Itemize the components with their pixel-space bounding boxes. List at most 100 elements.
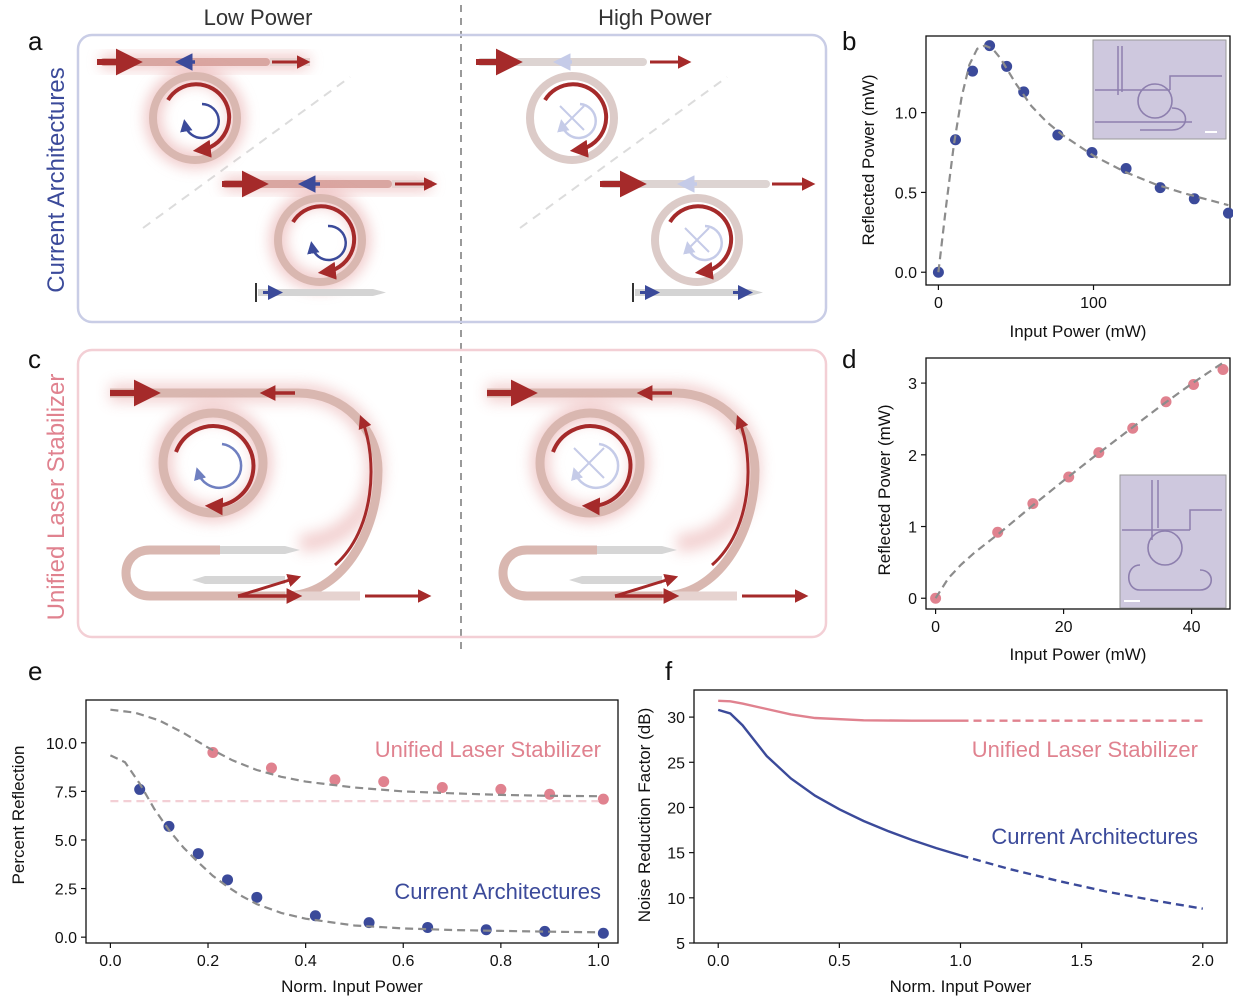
header-high-power: High Power bbox=[598, 5, 712, 30]
y-tick-label-e: 10.0 bbox=[46, 736, 77, 753]
y-axis-label-f: Noise Reduction Factor (dB) bbox=[635, 708, 654, 922]
data-point-e bbox=[539, 925, 551, 937]
x-axis-label-e: Norm. Input Power bbox=[281, 977, 423, 996]
y-tick-label-e: 0.0 bbox=[55, 930, 77, 947]
x-tick-label-d: 40 bbox=[1183, 619, 1201, 636]
data-point-e bbox=[309, 910, 321, 922]
data-point-d bbox=[1217, 363, 1229, 375]
unified-low-ring bbox=[158, 408, 268, 518]
data-point-b bbox=[1120, 162, 1132, 174]
data-point-e bbox=[329, 774, 341, 786]
low-ring-2 bbox=[274, 194, 366, 286]
y-tick-label-b: 0.5 bbox=[895, 185, 917, 202]
y-tick-label-f: 15 bbox=[667, 846, 685, 863]
panel-c-schematic: Unified Laser Stabilizer bbox=[43, 348, 828, 639]
data-point-e bbox=[544, 788, 556, 800]
chart-d: 0 20 40 0 1 2 3 Input Power (mW) Reflected Power… bbox=[875, 357, 1231, 664]
x-tick-label-f: 1.5 bbox=[1071, 953, 1093, 970]
y-tick-label-f: 5 bbox=[676, 936, 685, 953]
data-point-e bbox=[597, 793, 609, 805]
x-axis-label-d: Input Power (mW) bbox=[1010, 645, 1147, 664]
x-axis-label-b: Input Power (mW) bbox=[1010, 322, 1147, 341]
micrograph-inset-d bbox=[1119, 474, 1227, 609]
y-tick-label-b: 0.0 bbox=[895, 265, 917, 282]
data-point-e bbox=[378, 776, 390, 788]
panel-a-schematic: Current Architectures bbox=[43, 33, 828, 324]
y-tick-label-e: 2.5 bbox=[55, 882, 77, 899]
panel-c-frame bbox=[76, 348, 828, 639]
panel-label-c: c bbox=[28, 344, 41, 374]
y-tick-label-b: 1.0 bbox=[895, 106, 917, 123]
high-ring-1-group bbox=[476, 48, 692, 164]
data-point-e bbox=[597, 927, 609, 939]
y-tick-label-f: 20 bbox=[667, 800, 685, 817]
panel-label-d: d bbox=[842, 344, 856, 374]
y-tick-label-e: 5.0 bbox=[55, 833, 77, 850]
x-tick-label-f: 0.0 bbox=[707, 953, 729, 970]
x-tick-label-e: 0.4 bbox=[295, 953, 317, 970]
plot-frame-f bbox=[693, 689, 1228, 944]
y-axis-label-d: Reflected Power (mW) bbox=[875, 405, 894, 576]
header-low-power: Low Power bbox=[204, 5, 313, 30]
y-tick-label-d: 2 bbox=[908, 448, 917, 465]
diag-divider-high bbox=[519, 76, 728, 229]
series-line-f bbox=[718, 699, 961, 722]
chart-f: 0.0 0.5 1.0 1.5 2.0 5 10 15 20 25 30 Norm. Input Po… bbox=[635, 689, 1228, 996]
y-tick-label-d: 0 bbox=[908, 591, 917, 608]
x-axis-label-f: Norm. Input Power bbox=[890, 977, 1032, 996]
low-ring-2-group bbox=[222, 170, 438, 302]
data-point-b bbox=[1154, 182, 1166, 194]
x-tick-label-f: 1.0 bbox=[949, 953, 971, 970]
plot-frame-b bbox=[925, 35, 1231, 286]
series-line-f bbox=[960, 854, 1204, 910]
y-tick-label-f: 30 bbox=[667, 710, 685, 727]
data-point-e bbox=[495, 783, 507, 795]
data-point-e bbox=[163, 820, 175, 832]
y-tick-label-d: 1 bbox=[908, 520, 917, 537]
diag-divider-low bbox=[142, 76, 351, 229]
low-loop-group bbox=[110, 379, 432, 604]
high-ring-1 bbox=[526, 72, 618, 164]
series-line-f bbox=[717, 708, 961, 857]
x-tick-label-e: 0.6 bbox=[392, 953, 414, 970]
chart-b: 0 100 0.0 0.5 1.0 Input Power (mW) Reflected P… bbox=[859, 35, 1233, 341]
data-point-d bbox=[992, 526, 1004, 538]
series-label-f: Current Architectures bbox=[991, 824, 1198, 849]
data-point-e bbox=[422, 921, 434, 933]
x-tick-label-e: 0.8 bbox=[490, 953, 512, 970]
data-point-e bbox=[251, 891, 263, 903]
data-point-e bbox=[265, 762, 277, 774]
x-tick-label-e: 1.0 bbox=[587, 953, 609, 970]
high-ring-2 bbox=[651, 194, 743, 286]
x-tick-label-b: 0 bbox=[934, 295, 943, 312]
series-label-f: Unified Laser Stabilizer bbox=[972, 737, 1198, 762]
y-tick-label-f: 10 bbox=[667, 891, 685, 908]
panel-label-a: a bbox=[28, 26, 43, 56]
data-point-b bbox=[1222, 207, 1233, 219]
data-point-e bbox=[192, 848, 204, 860]
panel-label-b: b bbox=[842, 26, 856, 56]
x-tick-label-e: 0.2 bbox=[197, 953, 219, 970]
low-ring-1 bbox=[149, 72, 241, 164]
data-point-b bbox=[984, 40, 996, 52]
data-point-b bbox=[932, 266, 944, 278]
x-tick-label-f: 2.0 bbox=[1192, 953, 1214, 970]
x-tick-label-b: 100 bbox=[1080, 295, 1107, 312]
x-tick-label-f: 0.5 bbox=[828, 953, 850, 970]
panel-label-e: e bbox=[28, 656, 42, 686]
series-label-e: Unified Laser Stabilizer bbox=[375, 737, 601, 762]
fit-curve-b bbox=[937, 44, 1229, 273]
data-point-b bbox=[967, 65, 979, 77]
plot-frame-d bbox=[925, 357, 1231, 610]
high-ring-2-group bbox=[600, 170, 816, 302]
y-tick-label-f: 25 bbox=[667, 755, 685, 772]
x-tick-label-e: 0.0 bbox=[99, 953, 121, 970]
y-tick-label-d: 3 bbox=[908, 376, 917, 393]
fit-curve-d bbox=[934, 361, 1225, 599]
y-axis-label-b: Reflected Power (mW) bbox=[859, 75, 878, 246]
data-point-e bbox=[222, 874, 234, 886]
x-tick-label-d: 0 bbox=[931, 619, 940, 636]
fit-curve-e bbox=[110, 708, 599, 798]
side-label-current: Current Architectures bbox=[43, 67, 70, 292]
panel-a-frame bbox=[76, 33, 828, 324]
